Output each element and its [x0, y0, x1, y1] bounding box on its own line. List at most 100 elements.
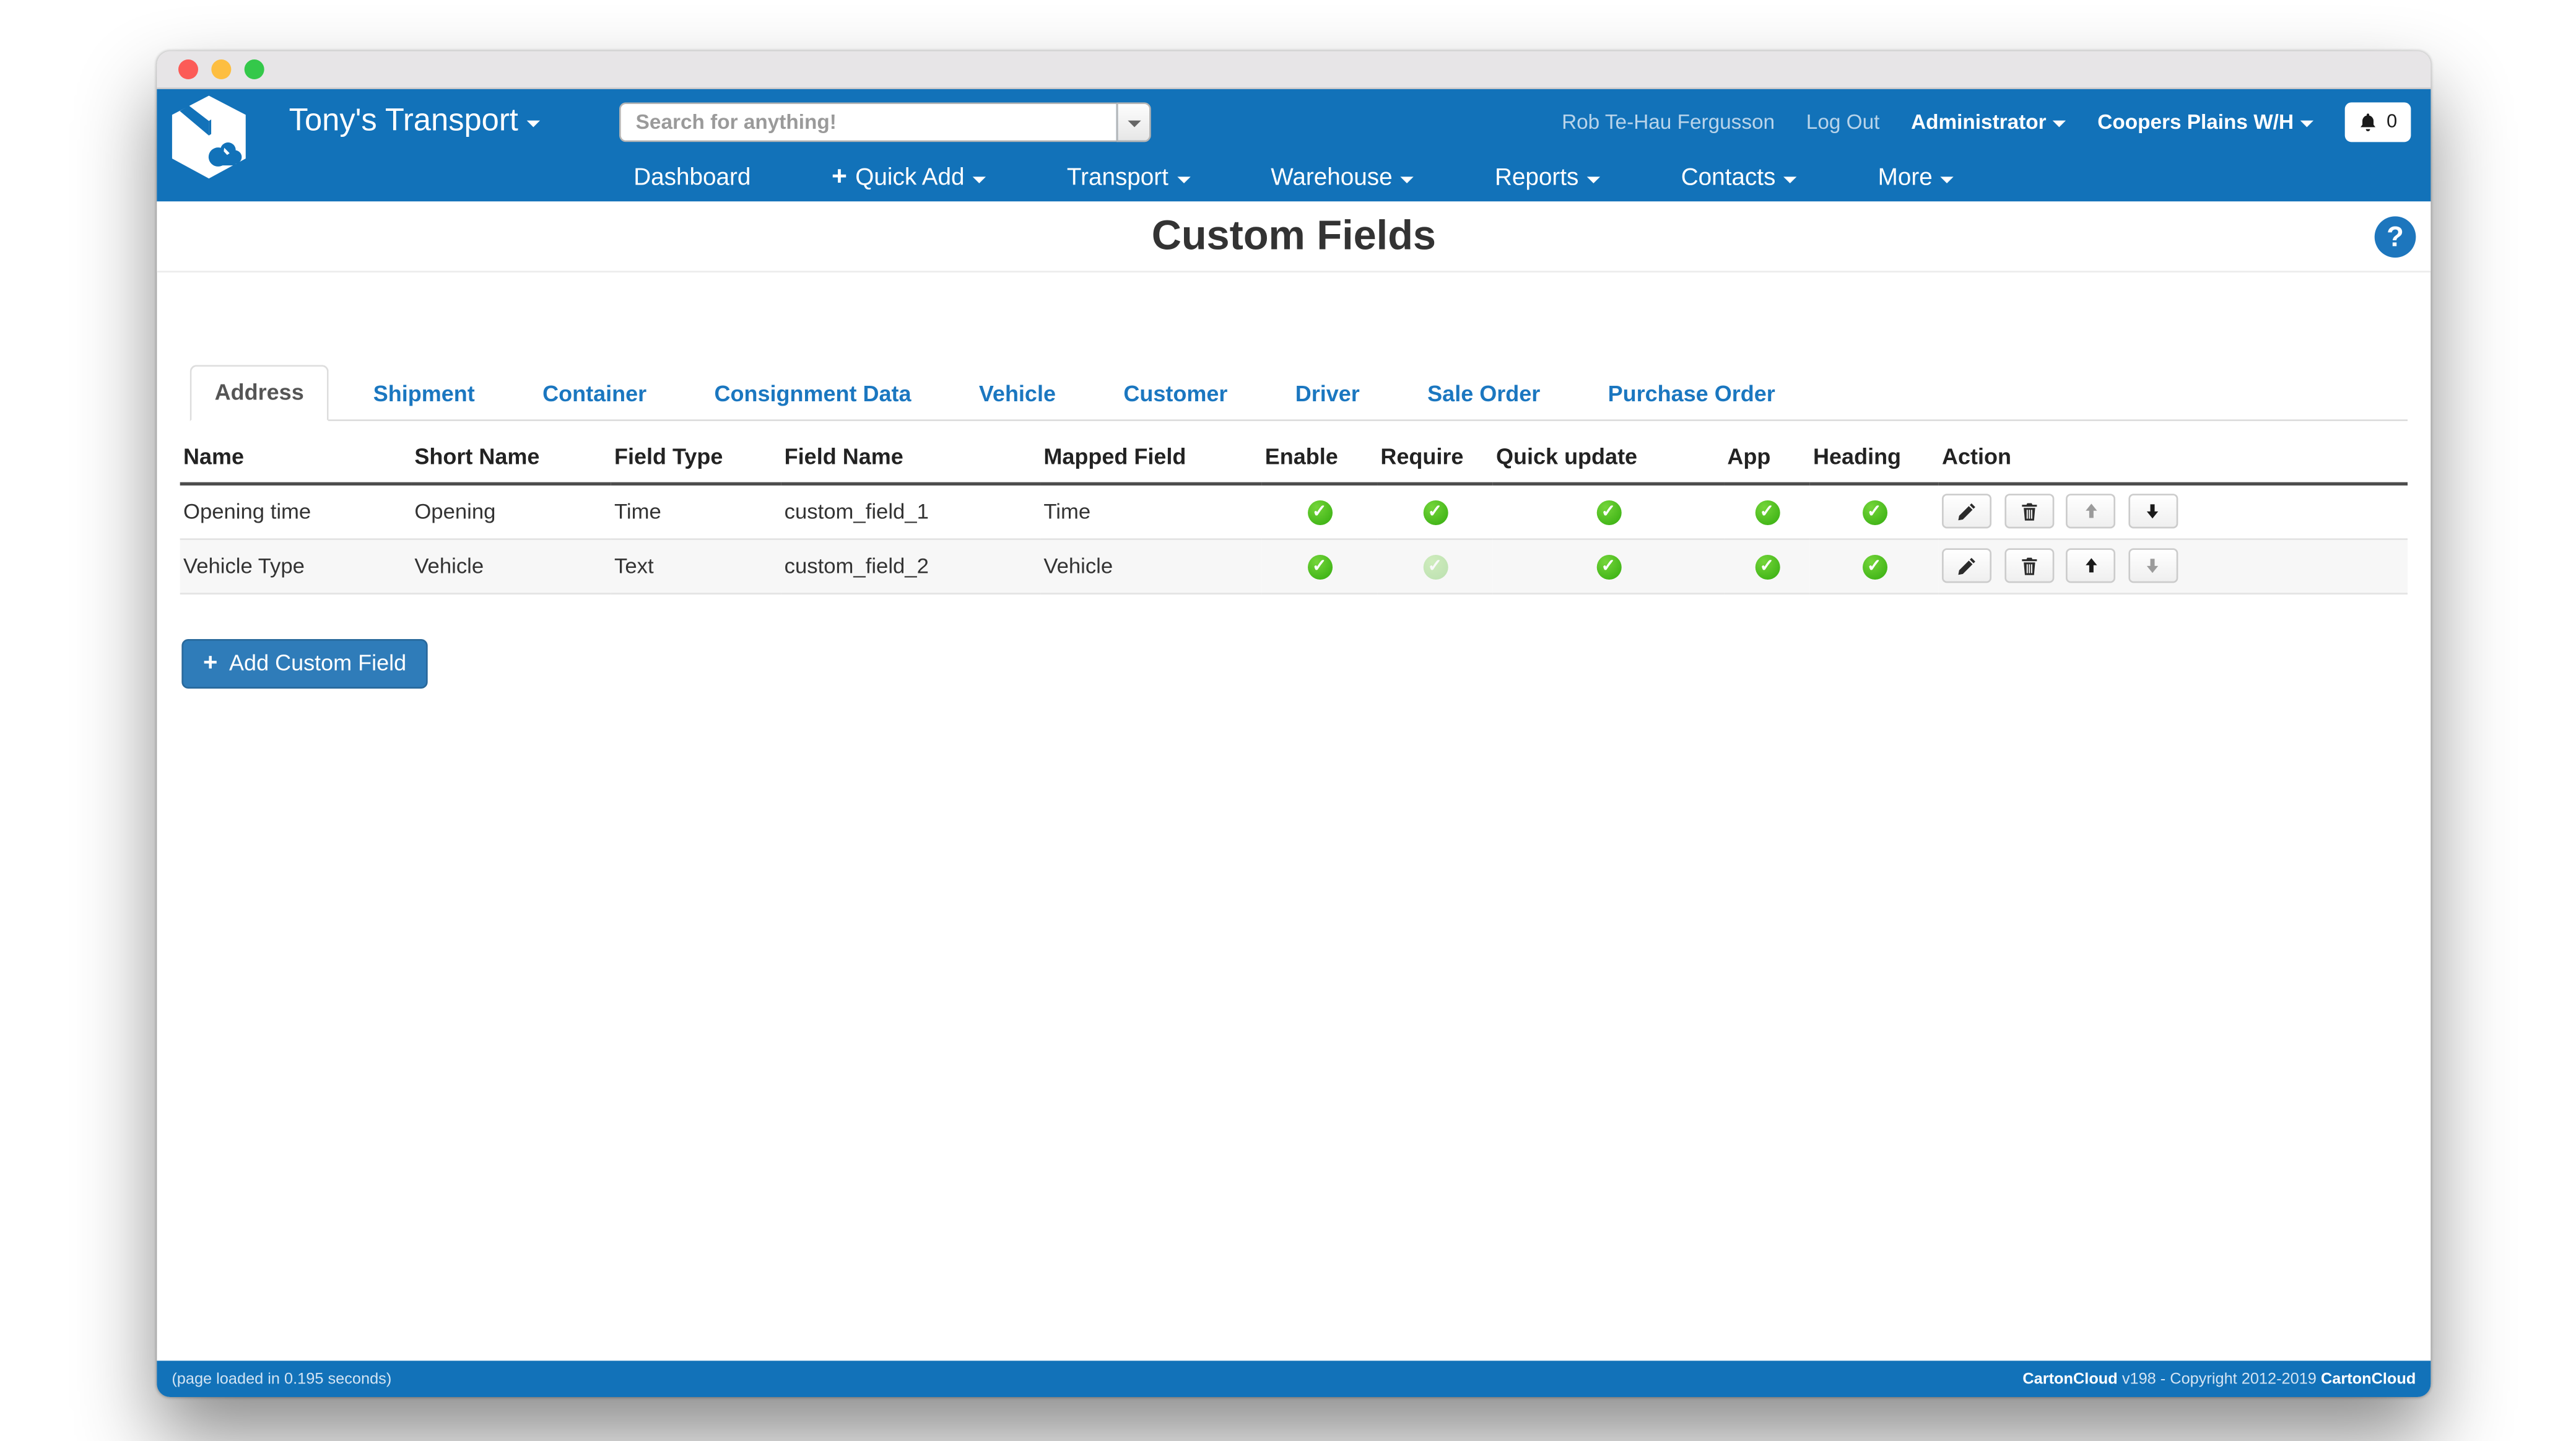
- arrow-up-icon: [2085, 504, 2097, 519]
- warehouse-menu[interactable]: Coopers Plains W/H: [2097, 110, 2314, 134]
- cell-field-type: Text: [611, 538, 781, 594]
- company-name: Tony's Transport: [289, 104, 518, 139]
- cell-mapped-field: Time: [1043, 499, 1091, 525]
- minimize-window-button[interactable]: [211, 59, 232, 80]
- plus-icon: +: [832, 163, 847, 192]
- nav-contacts[interactable]: Contacts: [1681, 165, 1797, 191]
- nav-reports[interactable]: Reports: [1495, 165, 1601, 191]
- notifications-button[interactable]: 0: [2344, 102, 2411, 142]
- user-name-link[interactable]: Rob Te-Hau Fergusson: [1562, 110, 1775, 134]
- warehouse-label: Coopers Plains W/H: [2097, 110, 2294, 134]
- heading-check-icon: ✓: [1861, 500, 1887, 526]
- chevron-down-icon: [972, 176, 986, 184]
- close-window-button[interactable]: [178, 59, 199, 80]
- table-row: Vehicle Type Vehicle Text custom_field_2…: [180, 538, 2408, 594]
- app-check-icon: ✓: [1754, 555, 1780, 580]
- nav-more[interactable]: More: [1878, 165, 1954, 191]
- require-check-icon-faded: ✓: [1422, 555, 1448, 580]
- footer: (page loaded in 0.195 seconds) CartonClo…: [157, 1360, 2431, 1398]
- arrow-down-icon: [2147, 505, 2159, 519]
- search-options-button[interactable]: [1116, 102, 1151, 142]
- tab-container[interactable]: Container: [542, 381, 647, 407]
- tab-customer[interactable]: Customer: [1123, 381, 1228, 407]
- search-input[interactable]: [619, 102, 1116, 142]
- cell-field-type: Time: [614, 499, 661, 525]
- cartoncloud-logo-icon: [168, 94, 250, 180]
- tab-consignment-data[interactable]: Consignment Data: [714, 381, 912, 407]
- pencil-icon: [1958, 503, 1975, 520]
- heading-check-icon: ✓: [1861, 555, 1887, 580]
- arrow-up-icon: [2085, 558, 2097, 573]
- pencil-icon: [1958, 557, 1975, 574]
- bell-icon: [2361, 113, 2376, 131]
- chevron-down-icon: [2053, 120, 2066, 128]
- role-menu[interactable]: Administrator: [1911, 111, 2066, 134]
- move-up-button[interactable]: [2066, 548, 2116, 583]
- notification-count: 0: [2387, 112, 2398, 133]
- chevron-down-icon: [526, 120, 540, 128]
- col-enable: Enable: [1261, 431, 1378, 486]
- col-name: Name: [180, 431, 412, 486]
- cell-field-name: custom_field_1: [784, 499, 929, 525]
- trash-icon: [2021, 503, 2037, 521]
- tab-purchase-order[interactable]: Purchase Order: [1608, 381, 1775, 407]
- tab-sale-order[interactable]: Sale Order: [1427, 381, 1541, 407]
- chevron-down-icon: [1586, 176, 1601, 184]
- col-action: Action: [1938, 431, 2408, 486]
- page-title: Custom Fields: [1151, 212, 1437, 259]
- cell-name: Opening time: [183, 499, 311, 525]
- plus-icon: +: [203, 648, 218, 677]
- cell-field-name: custom_field_2: [781, 538, 1041, 594]
- col-app: App: [1724, 431, 1810, 486]
- company-menu[interactable]: Tony's Transport: [289, 104, 540, 141]
- col-field-name: Field Name: [781, 431, 1041, 486]
- app-check-icon: ✓: [1754, 500, 1780, 526]
- cell-short-name: Vehicle: [411, 538, 611, 594]
- move-up-button: [2066, 494, 2116, 529]
- delete-button[interactable]: [2004, 548, 2054, 583]
- copyright: CartonCloud v198 - Copyright 2012-2019 C…: [2022, 1370, 2416, 1388]
- chevron-down-icon: [1177, 176, 1190, 184]
- tab-shipment[interactable]: Shipment: [373, 381, 475, 407]
- move-down-button[interactable]: [2128, 494, 2178, 529]
- col-short-name: Short Name: [411, 431, 611, 486]
- move-down-button: [2128, 548, 2178, 583]
- tab-bar: Address Shipment Container Consignment D…: [189, 365, 2408, 422]
- help-button[interactable]: ?: [2374, 216, 2416, 258]
- chevron-down-icon: [1783, 176, 1797, 184]
- cell-actions: [1939, 484, 2408, 538]
- enable-check-icon: ✓: [1307, 500, 1332, 526]
- tab-driver[interactable]: Driver: [1295, 381, 1360, 407]
- nav-warehouse[interactable]: Warehouse: [1271, 165, 1414, 191]
- delete-button[interactable]: [2004, 494, 2054, 529]
- page-load-time: (page loaded in 0.195 seconds): [172, 1370, 392, 1388]
- question-mark-icon: ?: [2387, 220, 2404, 252]
- quick-update-check-icon: ✓: [1596, 500, 1621, 526]
- require-check-icon: ✓: [1422, 500, 1448, 526]
- nav-dashboard[interactable]: Dashboard: [633, 165, 751, 192]
- logout-link[interactable]: Log Out: [1806, 110, 1880, 134]
- edit-button[interactable]: [1942, 548, 1992, 583]
- nav-transport[interactable]: Transport: [1067, 165, 1190, 191]
- chevron-down-icon: [2300, 120, 2314, 128]
- col-mapped-field: Mapped Field: [1040, 431, 1262, 486]
- app-window: Tony's Transport Rob Te-Hau Fergusson Lo…: [157, 51, 2431, 1398]
- chevron-down-icon: [1941, 176, 1954, 184]
- edit-button[interactable]: [1942, 494, 1992, 529]
- nav-quick-add[interactable]: + Quick Add: [832, 163, 986, 192]
- arrow-down-icon: [2147, 559, 2159, 573]
- cell-name: Vehicle Type: [180, 538, 412, 594]
- add-custom-field-button[interactable]: + Add Custom Field: [181, 638, 428, 688]
- tab-vehicle[interactable]: Vehicle: [978, 381, 1056, 407]
- global-search: [619, 102, 1151, 142]
- cell-actions: [1938, 538, 2408, 594]
- chevron-down-icon: [1127, 120, 1141, 128]
- table-header-row: Name Short Name Field Type Field Name Ma…: [180, 431, 2408, 486]
- col-field-type: Field Type: [611, 431, 781, 486]
- enable-check-icon: ✓: [1307, 555, 1332, 580]
- cell-mapped-field: Vehicle: [1040, 538, 1262, 594]
- zoom-window-button[interactable]: [244, 59, 264, 80]
- role-label: Administrator: [1911, 110, 2047, 134]
- trash-icon: [2021, 557, 2037, 575]
- tab-address[interactable]: Address: [189, 365, 329, 422]
